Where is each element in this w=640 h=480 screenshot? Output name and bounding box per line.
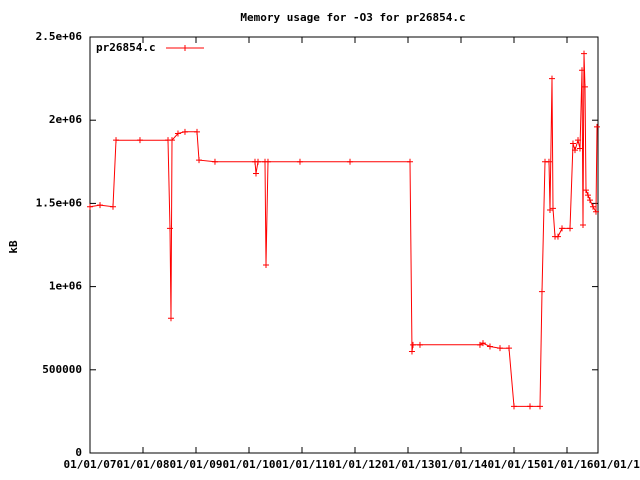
x-tick-label: 01/01/09 [170,458,223,471]
point-marker [497,345,504,352]
x-tick-label: 01/01/08 [117,458,170,471]
point-marker [546,207,553,214]
x-tick-label: 01/01/15 [488,458,541,471]
point-marker [593,123,600,130]
point-marker [486,343,493,350]
x-tick-label: 01/01/13 [382,458,435,471]
y-tick-label: 2e+06 [49,113,82,126]
x-tick-label: 01/01/17 [594,458,640,471]
point-marker [575,137,582,144]
point-marker [586,197,593,204]
point-marker [559,225,566,232]
point-marker [181,128,188,135]
point-marker [584,192,591,199]
point-marker [97,202,104,209]
point-marker [252,170,259,177]
x-tick-label: 01/01/10 [223,458,276,471]
point-marker [110,203,117,210]
point-marker [113,137,120,144]
point-marker [581,50,588,57]
point-marker [416,341,423,348]
point-marker [347,158,354,165]
series-line [89,53,598,407]
point-marker [590,203,597,210]
point-marker [538,288,545,295]
point-marker [407,158,414,165]
point-marker [168,137,175,144]
y-tick-label: 0 [75,446,82,459]
point-marker [167,315,174,322]
point-marker [592,208,599,215]
point-marker [582,187,589,194]
x-tick-label: 01/01/11 [276,458,329,471]
point-marker [296,158,303,165]
x-tick-label: 01/01/16 [541,458,594,471]
point-marker [408,348,415,355]
point-marker [196,157,203,164]
x-tick-label: 01/01/14 [435,458,488,471]
point-marker [576,145,583,152]
legend-marker [182,45,188,51]
y-tick-label: 1e+06 [49,280,82,293]
point-marker [537,403,544,410]
point-marker [506,345,513,352]
point-marker [409,341,416,348]
point-marker [255,158,262,165]
point-marker [550,205,557,212]
point-marker [174,130,181,137]
point-marker [211,158,218,165]
point-marker [578,67,585,74]
point-marker [194,128,201,135]
y-tick-label: 500000 [42,363,82,376]
point-marker [264,158,271,165]
point-marker [166,225,173,232]
point-marker [582,83,589,90]
point-marker [527,403,534,410]
point-marker [548,75,555,82]
point-marker [263,261,270,268]
point-marker [510,403,517,410]
point-marker [571,147,578,154]
x-tick-label: 01/01/12 [329,458,382,471]
point-marker [545,158,552,165]
legend-label: pr26854.c [96,41,156,54]
point-marker [476,341,483,348]
y-tick-label: 2.5e+06 [36,30,83,43]
chart-title: Memory usage for -O3 for pr26854.c [240,11,465,24]
point-marker [136,137,143,144]
x-tick-label: 01/01/07 [64,458,117,471]
plot-frame [89,36,599,454]
point-marker [567,225,574,232]
y-axis-label: kB [7,240,20,254]
point-marker [479,340,486,347]
point-marker [87,203,93,210]
point-marker [554,233,561,240]
point-marker [580,222,587,229]
y-tick-label: 1.5e+06 [36,196,83,209]
point-marker [569,140,576,147]
